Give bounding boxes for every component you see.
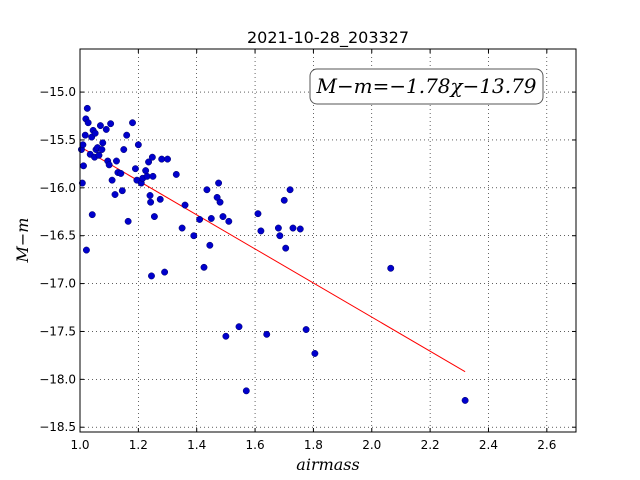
data-point bbox=[219, 213, 227, 221]
data-point bbox=[156, 195, 164, 203]
data-point bbox=[118, 187, 126, 195]
data-point bbox=[161, 268, 169, 276]
data-point bbox=[88, 211, 96, 219]
data-point bbox=[117, 170, 125, 177]
data-point bbox=[96, 122, 104, 130]
data-point bbox=[296, 225, 304, 233]
data-point bbox=[222, 332, 230, 340]
data-point bbox=[148, 153, 156, 161]
data-point bbox=[196, 215, 204, 223]
plot-frame bbox=[79, 48, 577, 433]
data-point bbox=[95, 151, 103, 159]
data-point bbox=[80, 162, 87, 170]
data-point bbox=[225, 217, 233, 225]
data-point bbox=[242, 387, 250, 395]
data-point bbox=[120, 146, 128, 153]
plot-background bbox=[80, 49, 576, 432]
data-point bbox=[206, 241, 214, 249]
data-point bbox=[149, 172, 157, 180]
data-point bbox=[98, 146, 106, 153]
data-point bbox=[123, 131, 131, 139]
data-points bbox=[78, 104, 469, 404]
y-axis-label: M−m bbox=[13, 218, 32, 264]
axis-ticks: 1.0 1.2 1.4 1.6 1.8 2.0 2.2 2.4 2.6 −15.0 −15.5 −16… bbox=[39, 49, 576, 452]
data-point bbox=[145, 158, 153, 166]
y-tick-label: −15.5 bbox=[39, 133, 76, 147]
data-point bbox=[111, 191, 119, 198]
x-tick-label: 2.2 bbox=[421, 438, 440, 452]
data-point bbox=[81, 131, 89, 139]
data-point bbox=[158, 155, 166, 163]
data-point bbox=[102, 125, 110, 133]
data-point bbox=[282, 244, 290, 252]
data-point bbox=[91, 129, 99, 137]
x-tick-label: 1.6 bbox=[246, 438, 265, 452]
data-point bbox=[147, 198, 155, 206]
data-point bbox=[203, 186, 211, 194]
data-point bbox=[82, 246, 90, 254]
data-point bbox=[280, 196, 288, 204]
data-point bbox=[263, 330, 271, 338]
fit-equation: M−m=−1.78χ−13.79 bbox=[316, 74, 537, 98]
data-point bbox=[108, 176, 116, 184]
data-point bbox=[207, 215, 215, 222]
data-point bbox=[200, 263, 208, 271]
annotation-box: M−m=−1.78χ−13.79 bbox=[309, 68, 544, 105]
data-point bbox=[164, 155, 171, 163]
data-point bbox=[105, 161, 113, 169]
y-tick-label: −17.5 bbox=[39, 324, 76, 338]
x-tick-label: 2.0 bbox=[362, 438, 381, 452]
y-tick-label: −18.0 bbox=[39, 372, 76, 386]
data-point bbox=[99, 139, 107, 147]
data-point bbox=[148, 272, 155, 280]
x-tick-label: 1.0 bbox=[70, 438, 89, 452]
x-tick-label: 1.4 bbox=[187, 438, 206, 452]
y-tick-label: −16.0 bbox=[39, 181, 76, 195]
data-point bbox=[254, 210, 262, 218]
y-tick-label: −18.5 bbox=[39, 420, 76, 434]
data-point bbox=[302, 326, 310, 333]
data-point bbox=[143, 172, 151, 180]
data-point bbox=[134, 141, 142, 149]
x-tick-label: 1.2 bbox=[129, 438, 148, 452]
x-tick-label: 2.6 bbox=[537, 438, 556, 452]
data-point bbox=[79, 141, 87, 149]
data-point bbox=[107, 120, 115, 128]
y-tick-label: −16.5 bbox=[39, 229, 76, 243]
data-point bbox=[387, 264, 395, 272]
data-point bbox=[276, 232, 284, 240]
data-point bbox=[150, 213, 158, 221]
y-tick-label: −15.0 bbox=[39, 85, 76, 99]
data-point bbox=[257, 227, 265, 235]
data-point bbox=[311, 350, 319, 357]
data-point bbox=[131, 165, 139, 173]
data-point bbox=[83, 104, 91, 112]
x-tick-label: 2.4 bbox=[479, 438, 498, 452]
data-point bbox=[129, 119, 136, 127]
data-point bbox=[215, 179, 223, 187]
data-point bbox=[78, 179, 86, 187]
data-point bbox=[178, 224, 186, 232]
x-tick-label: 1.8 bbox=[304, 438, 323, 452]
data-point bbox=[461, 396, 469, 404]
data-point bbox=[172, 170, 180, 178]
data-point bbox=[286, 186, 294, 194]
data-point bbox=[190, 232, 198, 240]
data-point bbox=[235, 323, 243, 331]
data-point bbox=[146, 192, 154, 199]
data-point bbox=[216, 198, 224, 206]
chart-title: 2021-10-28_203327 bbox=[247, 28, 409, 48]
y-tick-label: −17.0 bbox=[39, 277, 76, 291]
data-point bbox=[142, 167, 150, 175]
x-axis-label: airmass bbox=[296, 455, 359, 474]
data-point bbox=[84, 119, 92, 127]
data-point bbox=[289, 224, 297, 232]
data-point bbox=[113, 157, 120, 165]
data-point bbox=[181, 201, 189, 209]
data-point bbox=[124, 217, 132, 225]
data-point bbox=[274, 224, 282, 232]
